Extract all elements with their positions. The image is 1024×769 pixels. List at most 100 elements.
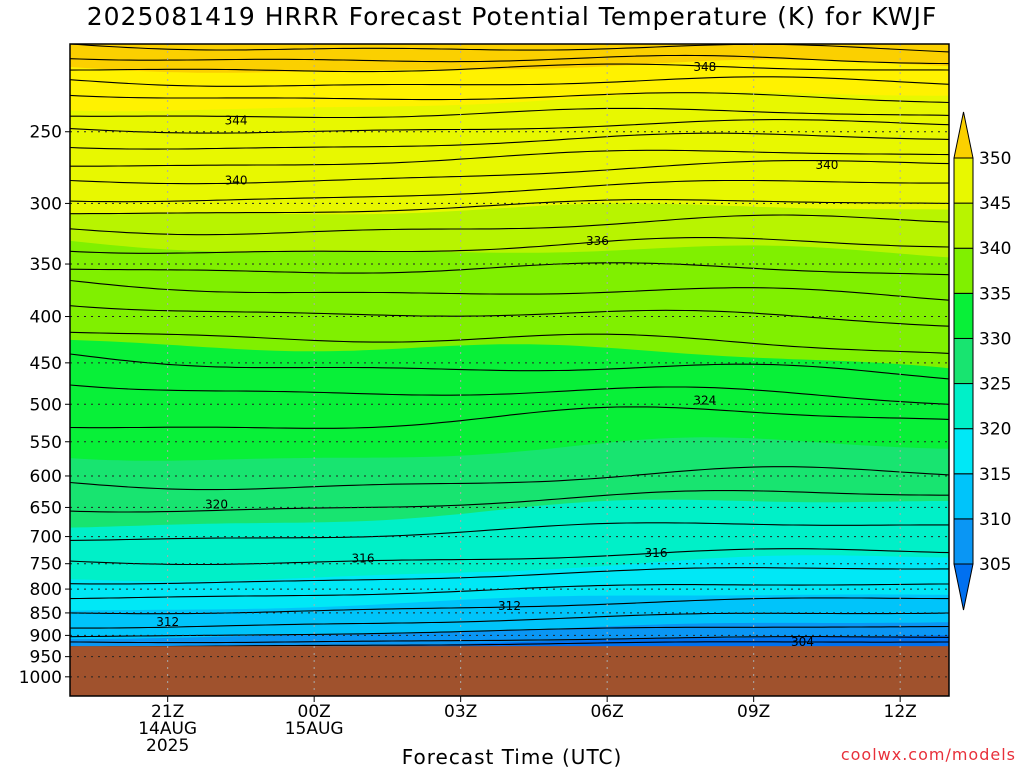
contour-line xyxy=(70,625,949,638)
colorbar-segment xyxy=(953,247,974,294)
y-tick-label: 300 xyxy=(30,194,62,214)
colorbar-arrow-low xyxy=(953,563,974,611)
colorbar-label: 320 xyxy=(979,420,1011,440)
contour-line xyxy=(70,384,949,405)
contour-line xyxy=(70,160,949,185)
ground-fill xyxy=(70,646,949,696)
contour-label: 344 xyxy=(225,114,248,128)
colorbar-label: 350 xyxy=(979,149,1011,169)
contour-line xyxy=(70,641,949,648)
contour-label: 304 xyxy=(791,635,814,649)
plot-frame xyxy=(69,43,950,697)
ground-layer xyxy=(70,646,949,696)
contour-line xyxy=(70,636,949,644)
y-tick-label: 250 xyxy=(30,123,62,143)
contour-line xyxy=(70,331,949,354)
contour-line xyxy=(70,490,949,513)
contour-lines xyxy=(70,44,949,648)
contour-labels: 348 344 340 340 336 324 320 316 316 312 312 304 xyxy=(156,60,838,649)
y-axis: 2503003504004505005506006507007508008509… xyxy=(19,123,70,688)
contour-line xyxy=(70,76,949,87)
y-tick-label: 900 xyxy=(30,626,62,646)
colorbar-segment xyxy=(953,202,974,249)
x-tick-label: 12Z xyxy=(884,702,917,722)
x-tick-label: 00Z xyxy=(298,702,331,722)
contour-line xyxy=(70,179,949,203)
colorbar-arrow-high xyxy=(953,111,974,159)
colorbar-segment xyxy=(953,157,974,204)
y-tick-label: 800 xyxy=(30,580,62,600)
contour-line xyxy=(70,597,949,615)
y-tick-label: 700 xyxy=(30,528,62,548)
colorbar-label: 305 xyxy=(979,555,1011,575)
colorbar-label: 330 xyxy=(979,329,1011,349)
colorbar-label: 325 xyxy=(979,375,1011,395)
x-tick-label: 15AUG xyxy=(285,719,344,739)
contour-line xyxy=(70,63,949,73)
contour-line xyxy=(70,305,949,327)
contour-line xyxy=(70,237,949,254)
colorbar-segment xyxy=(953,292,974,339)
y-tick-label: 750 xyxy=(30,555,62,575)
contour-line xyxy=(70,119,949,134)
contour-line xyxy=(70,149,949,167)
x-tick-label: 09Z xyxy=(737,702,770,722)
contour-label: 336 xyxy=(586,234,609,248)
contour-line xyxy=(70,92,949,104)
contour-label: 312 xyxy=(498,599,521,613)
colorbar-label: 335 xyxy=(979,284,1011,304)
colorbar-label: 315 xyxy=(979,465,1011,485)
y-tick-label: 600 xyxy=(30,467,62,487)
y-tick-label: 950 xyxy=(30,648,62,668)
contour-line xyxy=(70,262,949,276)
y-tick-label: 1000 xyxy=(19,668,62,688)
contour-line xyxy=(70,406,949,429)
colorbar-segment xyxy=(953,383,974,430)
colorbar: 305 310 315 320 325 330 335 340 345 350 xyxy=(953,111,1011,611)
colorbar-segment xyxy=(953,428,974,475)
colorbar-segment xyxy=(953,473,974,520)
contour-line xyxy=(70,44,949,53)
y-tick-label: 450 xyxy=(30,354,62,374)
contour-line xyxy=(70,199,949,215)
colorbar-label: 340 xyxy=(979,239,1011,259)
contour-line xyxy=(70,107,949,119)
contour-label: 316 xyxy=(645,546,668,560)
x-tick-label: 03Z xyxy=(444,702,477,722)
contour-label: 348 xyxy=(693,60,716,74)
y-tick-label: 500 xyxy=(30,395,62,415)
contour-line xyxy=(70,522,949,541)
colorbar-segment xyxy=(953,518,974,565)
contour-line xyxy=(70,466,949,491)
x-tick-label: 21Z xyxy=(151,702,184,722)
contour-label: 320 xyxy=(205,497,228,511)
x-tick-label: 2025 xyxy=(146,736,189,756)
y-tick-label: 400 xyxy=(30,308,62,328)
contour-line xyxy=(70,54,949,65)
contour-line xyxy=(70,132,949,150)
contour-label: 312 xyxy=(156,615,179,629)
x-axis-label: Forecast Time (UTC) xyxy=(401,745,623,769)
y-tick-label: 850 xyxy=(30,604,62,624)
contour-line xyxy=(70,353,949,380)
contour-line xyxy=(70,548,949,566)
chart-title: 2025081419 HRRR Forecast Potential Tempe… xyxy=(86,2,938,31)
contour-line xyxy=(70,567,949,585)
contour-line xyxy=(70,612,949,629)
contour-line xyxy=(70,214,949,236)
contour-label: 316 xyxy=(352,551,375,565)
contour-line xyxy=(70,583,949,600)
y-tick-label: 550 xyxy=(30,433,62,453)
colorbar-segment xyxy=(953,337,974,385)
contour-line xyxy=(70,279,949,301)
x-tick-label: 06Z xyxy=(591,702,624,722)
credit-link[interactable]: coolwx.com/models xyxy=(840,745,1016,764)
y-tick-label: 650 xyxy=(30,498,62,518)
colorbar-label: 310 xyxy=(979,510,1011,530)
contour-label: 324 xyxy=(693,393,716,407)
x-tick-label: 14AUG xyxy=(138,719,197,739)
y-tick-label: 350 xyxy=(30,255,62,275)
contour-label: 340 xyxy=(225,173,248,187)
